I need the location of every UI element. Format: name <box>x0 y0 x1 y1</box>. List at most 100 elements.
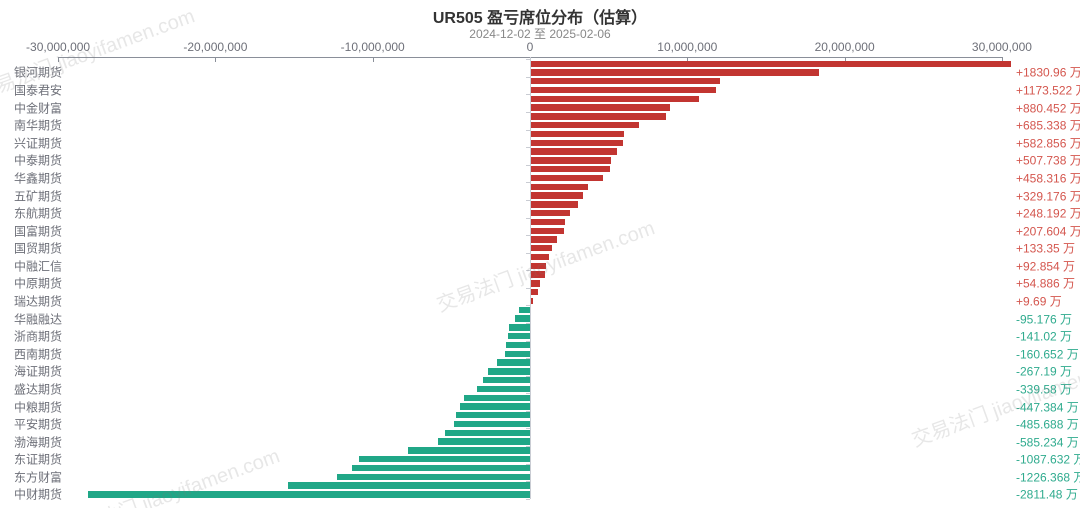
seat-name-label: 浙商期货 <box>13 329 62 344</box>
loss-bar[interactable] <box>337 473 530 481</box>
loss-bar[interactable] <box>509 324 530 331</box>
loss-bar[interactable] <box>496 359 530 366</box>
loss-bar[interactable] <box>87 491 530 498</box>
profit-bar[interactable] <box>531 78 720 85</box>
seat-name-label: 中泰期货 <box>13 153 62 168</box>
profit-bar[interactable] <box>531 122 639 129</box>
value-axis-tick <box>372 57 374 62</box>
loss-bar[interactable] <box>352 464 530 472</box>
seat-value-label: -1226.368 万 <box>1016 470 1080 485</box>
category-axis-tick <box>526 270 530 272</box>
profit-bar[interactable] <box>531 297 533 305</box>
category-axis-tick <box>526 446 530 448</box>
profit-bar[interactable] <box>531 271 546 278</box>
value-axis-tick-label: 20,000,000 <box>814 40 875 54</box>
profit-bar[interactable] <box>531 148 618 155</box>
seat-value-label: +54.886 万 <box>1016 276 1076 291</box>
loss-bar[interactable] <box>515 315 530 322</box>
category-axis-tick <box>526 323 530 324</box>
profit-bar[interactable] <box>531 60 1011 67</box>
profit-bar[interactable] <box>531 104 670 111</box>
seat-value-label: +248.192 万 <box>1016 206 1080 221</box>
seat-name-label: 中融汇信 <box>13 259 62 274</box>
profit-bar[interactable] <box>531 218 565 226</box>
profit-bar[interactable] <box>531 165 610 173</box>
profit-bar[interactable] <box>531 157 611 164</box>
profit-bar[interactable] <box>531 262 546 270</box>
profit-bar[interactable] <box>531 280 540 287</box>
seat-value-label: +685.338 万 <box>1016 118 1080 133</box>
category-axis-tick <box>526 393 530 395</box>
site-watermark: 交易法门 jiaoyifamen.com <box>59 445 283 508</box>
profit-bar[interactable] <box>531 139 623 146</box>
value-axis-tick-label: -20,000,000 <box>183 40 248 54</box>
seat-name-label: 瑞达期货 <box>13 294 62 309</box>
loss-bar[interactable] <box>507 332 530 340</box>
category-axis-tick <box>526 463 530 465</box>
profit-bar[interactable] <box>531 86 716 94</box>
value-axis-tick-label: -30,000,000 <box>26 40 91 54</box>
seat-value-label: -141.02 万 <box>1016 329 1073 344</box>
seat-value-label: +458.316 万 <box>1016 171 1080 186</box>
profit-bar[interactable] <box>531 69 820 76</box>
profit-bar[interactable] <box>531 236 557 243</box>
category-axis-tick <box>526 147 530 149</box>
profit-bar[interactable] <box>531 95 700 103</box>
seat-name-label: 华融融达 <box>13 312 62 327</box>
seat-name-label: 西南期货 <box>13 347 62 362</box>
seat-name-label: 盛达期货 <box>13 382 62 397</box>
category-axis-tick <box>526 252 530 254</box>
seat-value-label: +1173.522 万 <box>1016 83 1080 98</box>
category-axis-tick <box>526 305 530 307</box>
chart-title: UR505 盈亏席位分布（估算） <box>432 10 648 27</box>
profit-bar[interactable] <box>531 227 564 234</box>
loss-bar[interactable] <box>463 394 530 401</box>
seat-value-label: +507.738 万 <box>1016 153 1080 168</box>
loss-bar[interactable] <box>287 482 530 489</box>
seat-name-label: 东航期货 <box>13 206 62 221</box>
category-axis-tick <box>526 235 530 237</box>
profit-bar[interactable] <box>531 192 583 199</box>
seat-name-label: 国贸期货 <box>13 241 62 256</box>
profit-bar[interactable] <box>531 130 624 138</box>
seat-value-label: +1830.96 万 <box>1016 65 1080 80</box>
seat-value-label: +207.604 万 <box>1016 224 1080 239</box>
loss-bar[interactable] <box>482 376 530 384</box>
seat-name-label: 南华期货 <box>13 118 62 133</box>
loss-bar[interactable] <box>437 438 530 445</box>
loss-bar[interactable] <box>459 403 530 410</box>
loss-bar[interactable] <box>358 456 530 463</box>
profit-bar[interactable] <box>531 209 571 217</box>
profit-bar[interactable] <box>531 289 538 296</box>
seat-value-label: +9.69 万 <box>1016 294 1062 309</box>
category-axis-tick <box>526 164 530 166</box>
category-axis-tick <box>526 129 530 131</box>
category-axis-line <box>530 57 531 499</box>
category-axis-tick <box>526 112 530 114</box>
profit-bar[interactable] <box>531 113 666 120</box>
loss-bar[interactable] <box>487 368 530 375</box>
profit-bar[interactable] <box>531 253 549 261</box>
profit-bar[interactable] <box>531 245 552 252</box>
value-axis-tick <box>844 57 846 62</box>
category-axis-tick <box>526 358 530 360</box>
seat-name-label: 华鑫期货 <box>13 171 62 186</box>
loss-bar[interactable] <box>505 341 530 349</box>
profit-bar[interactable] <box>531 183 589 190</box>
profit-bar[interactable] <box>531 201 579 208</box>
loss-bar[interactable] <box>476 385 530 393</box>
loss-bar[interactable] <box>456 412 530 419</box>
loss-bar[interactable] <box>504 350 530 357</box>
value-axis-tick <box>1001 57 1003 62</box>
loss-bar[interactable] <box>445 429 530 437</box>
value-axis-tick-label: 0 <box>526 40 534 54</box>
loss-bar[interactable] <box>453 420 530 428</box>
seat-value-label: -485.688 万 <box>1016 417 1079 432</box>
category-axis-tick <box>526 59 530 61</box>
loss-bar[interactable] <box>407 447 530 454</box>
loss-bar[interactable] <box>518 306 530 313</box>
seat-value-label: +880.452 万 <box>1016 101 1080 116</box>
seat-value-label: +582.856 万 <box>1016 136 1080 151</box>
profit-bar[interactable] <box>531 174 604 182</box>
